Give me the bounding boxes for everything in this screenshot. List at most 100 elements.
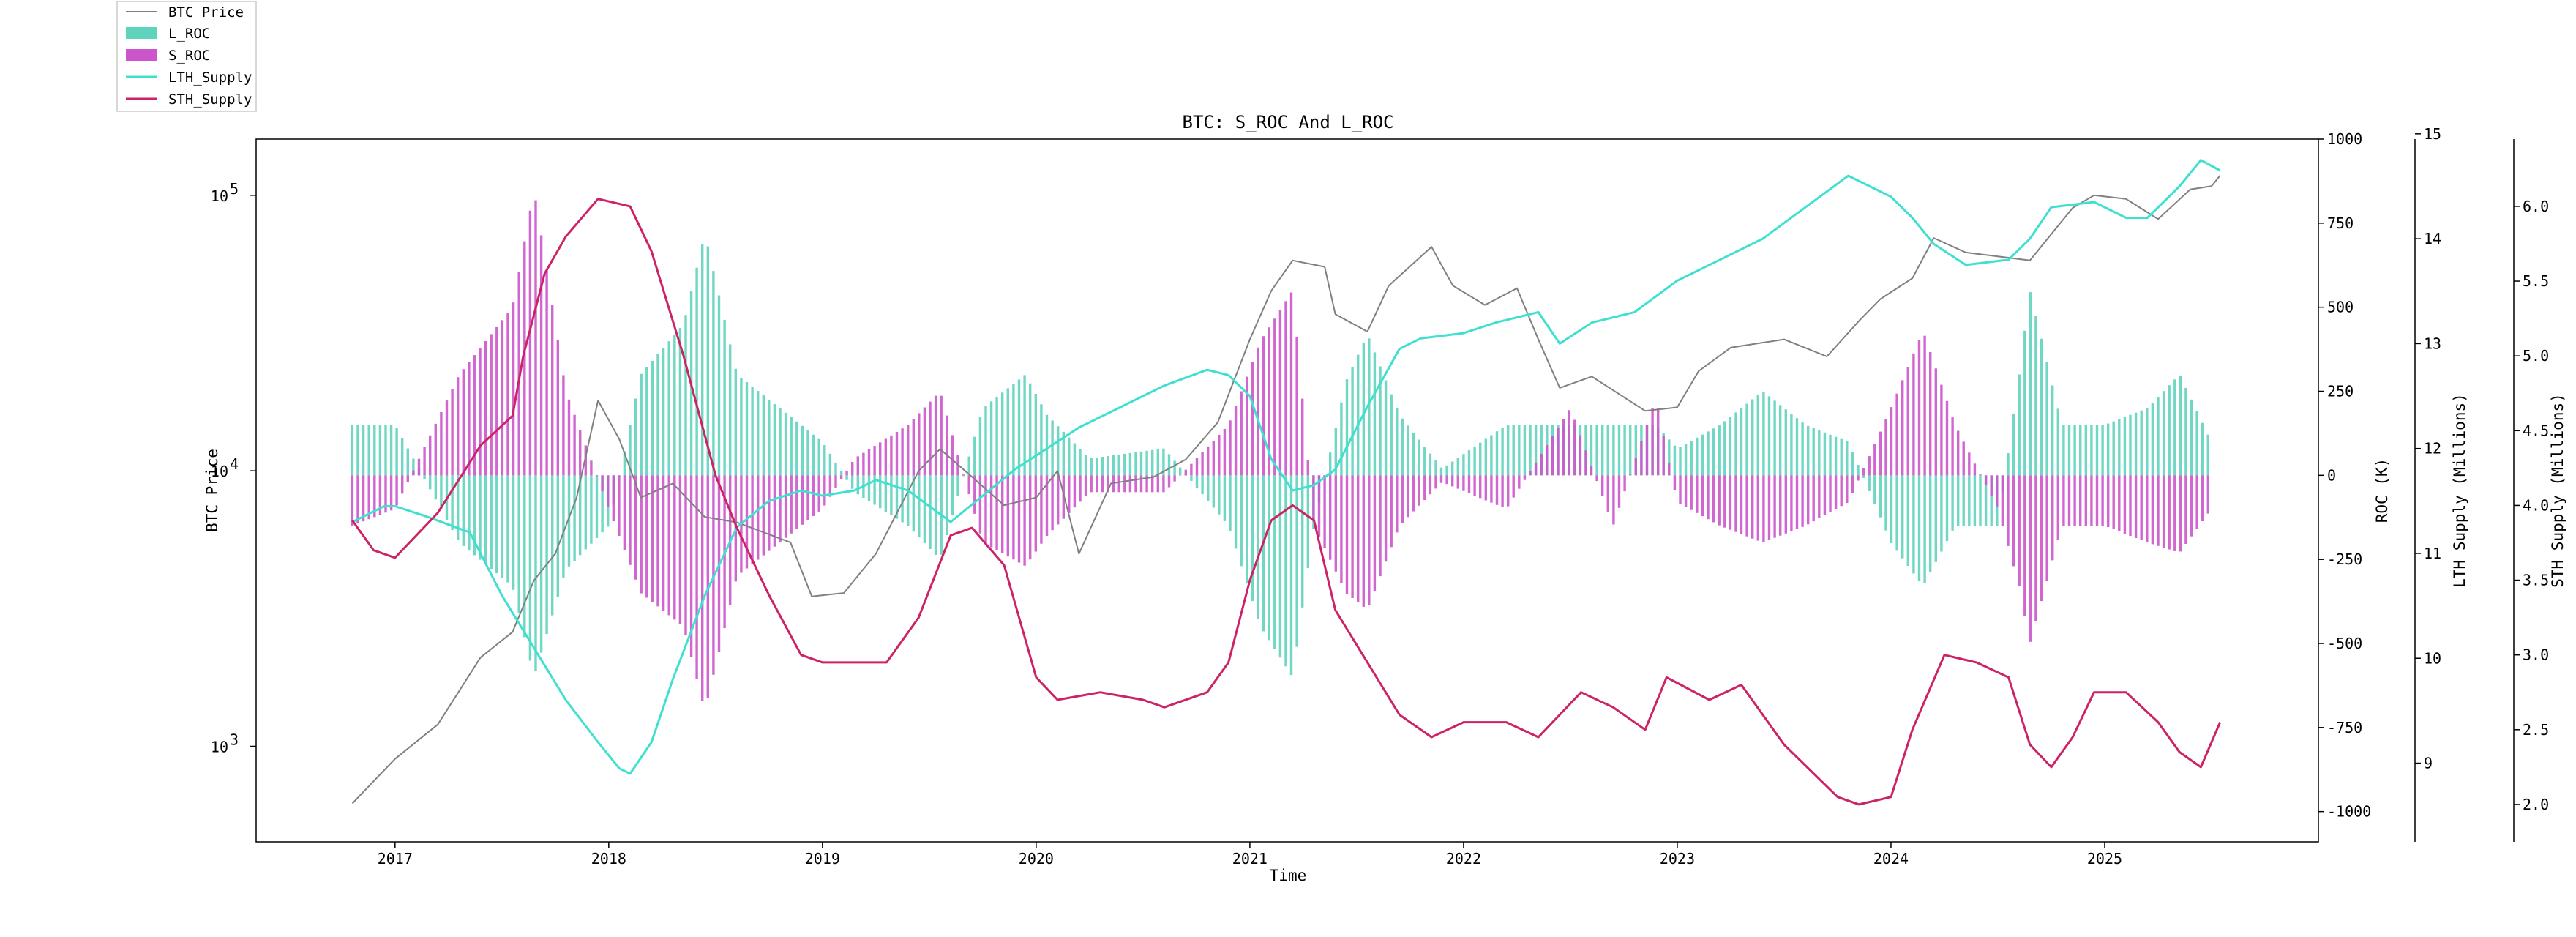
s-roc-bar [495, 326, 498, 476]
l-roc-bar [1229, 475, 1232, 531]
s-roc-bar [1195, 458, 1199, 476]
l-roc-bar [517, 475, 520, 614]
price-tick-base: 10 [211, 187, 228, 205]
sth-axis-title: STH_Supply (Millions) [2549, 393, 2566, 588]
l-roc-bar [1751, 399, 1754, 476]
l-roc-bar [2062, 425, 2065, 476]
l-roc-bar [1857, 465, 1860, 476]
l-roc-bar [429, 475, 432, 490]
l-roc-bar [1151, 449, 1154, 476]
l-roc-bar [1201, 475, 1204, 495]
l-roc-bar [890, 475, 893, 515]
l-roc-bar [1017, 379, 1021, 476]
s-roc-bar [1540, 453, 1543, 476]
l-roc-bar [1923, 475, 1926, 583]
s-roc-bar [745, 475, 749, 569]
s-roc-bar [1045, 475, 1049, 536]
l-roc-bar [1734, 412, 1737, 476]
l-roc-bar [479, 475, 482, 560]
l-roc-bar [740, 378, 743, 476]
l-roc-bar [1429, 453, 1432, 476]
roc-tick-label: -1000 [2327, 803, 2371, 821]
s-roc-bar [1634, 458, 1637, 476]
s-roc-bar [867, 449, 871, 476]
l-roc-bar [1112, 455, 1115, 476]
legend-entry-sroc: S_ROC [126, 48, 210, 64]
lth-tick-label: 13 [2424, 335, 2441, 352]
l-roc-bar [545, 475, 548, 635]
l-roc-bar [1090, 458, 1093, 476]
l-roc-bar [1117, 454, 1120, 476]
s-roc-bar [2190, 475, 2193, 537]
s-roc-bar [995, 475, 998, 550]
s-roc-bar [1929, 352, 1932, 476]
l-roc-bar [2118, 419, 2121, 476]
s-roc-bar [2079, 475, 2082, 526]
s-roc-bar [2023, 475, 2026, 616]
s-roc-bar [2201, 475, 2204, 521]
s-roc-bar [2195, 475, 2198, 529]
s-roc-bar [2123, 475, 2127, 534]
l-roc-bar [801, 425, 804, 476]
s-roc-bar [1456, 475, 1459, 489]
s-roc-bar [678, 475, 682, 624]
s-roc-bar [406, 475, 409, 482]
s-roc-bar [1534, 462, 1538, 476]
l-roc-bar [1340, 402, 1343, 476]
s-roc-bar [1401, 475, 1404, 523]
l-roc-bar [706, 246, 709, 476]
s-roc-bar [1029, 475, 1032, 560]
l-roc-bar [1051, 420, 1054, 476]
s-roc-bar [1818, 475, 1821, 518]
l-roc-bar [1529, 425, 1532, 476]
l-roc-bar [2073, 425, 2076, 476]
s-roc-bar [1707, 475, 1710, 520]
l-roc-bar [701, 244, 704, 476]
x-tick-label: 2018 [591, 850, 626, 867]
s-roc-bar [567, 399, 571, 476]
l-roc-bar [2168, 385, 2171, 476]
l-roc-bar [495, 475, 498, 574]
s-roc-bar [923, 407, 926, 476]
l-roc-bar [1807, 425, 1810, 476]
l-roc-bar [423, 475, 426, 479]
l-roc-bar [1173, 460, 1176, 476]
s-roc-bar [2146, 475, 2149, 542]
l-roc-bar [1101, 457, 1104, 476]
l-roc-bar [2034, 316, 2037, 476]
l-roc-bar [640, 373, 643, 476]
s-roc-bar [1723, 475, 1726, 528]
l-roc-bar [1862, 475, 1865, 478]
s-roc-bar [1084, 475, 1087, 496]
l-roc-bar [1707, 431, 1710, 476]
s-roc-bar [1851, 475, 1854, 493]
s-roc-bar [2056, 475, 2059, 540]
s-roc-bar [1396, 475, 1399, 533]
l-roc-bar [1301, 475, 1304, 608]
l-roc-bar [384, 425, 387, 476]
l-roc-bar [1595, 425, 1598, 476]
l-roc-bar [1840, 438, 1843, 476]
s-roc-bar [607, 475, 610, 507]
l-roc-bar [2018, 374, 2021, 476]
lth-tick-label: 15 [2424, 125, 2441, 143]
s-roc-bar [695, 475, 698, 679]
l-roc-bar [712, 271, 715, 476]
l-roc-bar [1462, 454, 1465, 476]
s-roc-bar [417, 458, 421, 476]
s-roc-bar [1906, 367, 1909, 476]
s-roc-bar [389, 475, 393, 511]
s-roc-bar [2101, 475, 2104, 526]
l-roc-bar [528, 475, 532, 661]
s-roc-bar [773, 475, 776, 547]
s-roc-bar [1017, 475, 1021, 563]
sth-tick-label: 3.5 [2523, 572, 2549, 589]
l-roc-bar [2174, 379, 2176, 476]
s-roc-bar [2118, 475, 2121, 531]
l-roc-bar [1851, 452, 1854, 476]
s-roc-bar [1345, 475, 1349, 594]
s-roc-bar [1784, 475, 1787, 534]
l-roc-bar [967, 456, 970, 476]
s-roc-bar [1162, 475, 1165, 493]
l-roc-bar [1540, 425, 1543, 476]
